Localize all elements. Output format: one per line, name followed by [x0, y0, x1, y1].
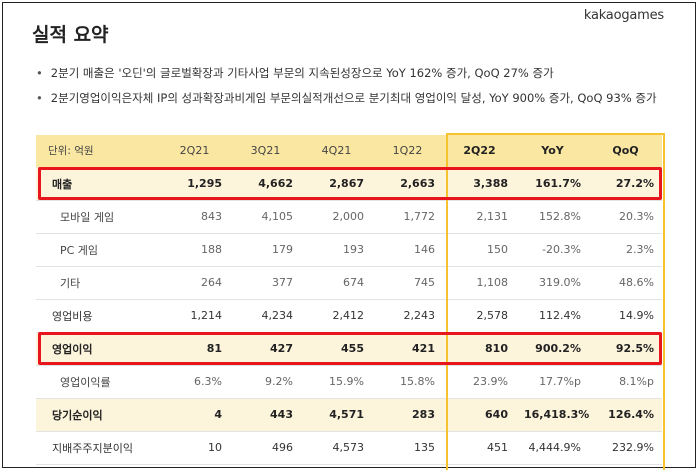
cell: 377: [230, 266, 301, 300]
cell: 496: [230, 431, 301, 465]
cell: 745: [372, 266, 443, 300]
cell: 421: [372, 332, 443, 366]
row-label: PC 게임: [36, 233, 159, 267]
logo-prefix: kakao: [583, 8, 622, 23]
row-label: 기타: [36, 266, 159, 300]
cell: 427: [230, 332, 301, 366]
cell: 4: [159, 398, 230, 432]
cell: 4,662: [230, 167, 301, 201]
results-table: 단위: 억원 2Q21 3Q21 4Q21 1Q22 2Q22 YoY QoQ …: [36, 135, 662, 465]
kakaogames-logo: kakaogames: [584, 8, 664, 23]
cell: 14.9%: [589, 299, 662, 333]
cell: 20.3%: [589, 200, 662, 234]
cell: 1,295: [159, 167, 230, 201]
table-row-other: 기타 264 377 674 745 1,108 319.0% 48.6%: [36, 266, 662, 300]
bullet-operating-profit: 2분기영업이익은자체 IP의 성과확장과비게임 부문의실적개선으로 분기최대 영…: [36, 89, 657, 114]
cell: 81: [159, 332, 230, 366]
table-row-net-income: 당기순이익 4 443 4,571 283 640 16,418.3% 126.…: [36, 398, 662, 432]
cell: 15.8%: [372, 365, 443, 399]
cell: -20.3%: [516, 233, 589, 267]
cell: 193: [301, 233, 372, 267]
table-row-pc-game: PC 게임 188 179 193 146 150 -20.3% 2.3%: [36, 233, 662, 267]
cell: 17.7%p: [516, 365, 589, 399]
table-row-operating-margin: 영업이익률 6.3% 9.2% 15.9% 15.8% 23.9% 17.7%p…: [36, 365, 662, 399]
col-header-qoq: QoQ: [589, 135, 662, 168]
cell: 900.2%: [516, 332, 589, 366]
cell: 2,000: [301, 200, 372, 234]
table-row-operating-profit: 영업이익 81 427 455 421 810 900.2% 92.5%: [36, 332, 662, 366]
cell: 161.7%: [516, 167, 589, 201]
cell: 3,388: [443, 167, 516, 201]
cell: 232.9%: [589, 431, 662, 465]
table-row-controlling-interest: 지배주주지분이익 10 496 4,573 135 451 4,444.9% 2…: [36, 431, 662, 465]
row-label: 영업이익: [36, 332, 159, 366]
cell: 674: [301, 266, 372, 300]
cell: 2,578: [443, 299, 516, 333]
logo-suffix: games: [621, 8, 664, 23]
cell: 443: [230, 398, 301, 432]
cell: 319.0%: [516, 266, 589, 300]
cell: 4,105: [230, 200, 301, 234]
cell: 10: [159, 431, 230, 465]
row-label: 지배주주지분이익: [36, 431, 159, 465]
cell: 188: [159, 233, 230, 267]
cell: 2,412: [301, 299, 372, 333]
cell: 1,214: [159, 299, 230, 333]
col-header-1q22: 1Q22: [372, 135, 443, 168]
cell: 15.9%: [301, 365, 372, 399]
cell: 843: [159, 200, 230, 234]
cell: 126.4%: [589, 398, 662, 432]
cell: 810: [443, 332, 516, 366]
summary-bullets: 2분기 매출은 '오딘'의 글로벌확장과 기타사업 부문의 지속된성장으로 Yo…: [36, 64, 657, 114]
cell: 8.1%p: [589, 365, 662, 399]
cell: 2,867: [301, 167, 372, 201]
col-header-yoy: YoY: [516, 135, 589, 168]
cell: 4,573: [301, 431, 372, 465]
cell: 1,772: [372, 200, 443, 234]
table-row-operating-expenses: 영업비용 1,214 4,234 2,412 2,243 2,578 112.4…: [36, 299, 662, 333]
cell: 150: [443, 233, 516, 267]
table-header-row: 단위: 억원 2Q21 3Q21 4Q21 1Q22 2Q22 YoY QoQ: [36, 135, 662, 168]
row-label: 영업비용: [36, 299, 159, 333]
row-label: 매출: [36, 167, 159, 201]
cell: 455: [301, 332, 372, 366]
cell: 179: [230, 233, 301, 267]
row-label: 당기순이익: [36, 398, 159, 432]
cell: 2.3%: [589, 233, 662, 267]
cell: 6.3%: [159, 365, 230, 399]
cell: 4,234: [230, 299, 301, 333]
col-header-2q22: 2Q22: [443, 135, 516, 168]
cell: 16,418.3%: [516, 398, 589, 432]
cell: 640: [443, 398, 516, 432]
col-header-2q21: 2Q21: [159, 135, 230, 168]
cell: 2,663: [372, 167, 443, 201]
cell: 146: [372, 233, 443, 267]
cell: 4,571: [301, 398, 372, 432]
table-row-revenue: 매출 1,295 4,662 2,867 2,663 3,388 161.7% …: [36, 167, 662, 201]
cell: 2,131: [443, 200, 516, 234]
col-header-3q21: 3Q21: [230, 135, 301, 168]
bullet-revenue: 2분기 매출은 '오딘'의 글로벌확장과 기타사업 부문의 지속된성장으로 Yo…: [36, 64, 657, 89]
cell: 264: [159, 266, 230, 300]
cell: 283: [372, 398, 443, 432]
cell: 27.2%: [589, 167, 662, 201]
cell: 23.9%: [443, 365, 516, 399]
page-title: 실적 요약: [32, 24, 109, 46]
unit-label: 단위: 억원: [36, 135, 159, 168]
col-header-4q21: 4Q21: [301, 135, 372, 168]
cell: 135: [372, 431, 443, 465]
cell: 48.6%: [589, 266, 662, 300]
cell: 112.4%: [516, 299, 589, 333]
cell: 152.8%: [516, 200, 589, 234]
cell: 9.2%: [230, 365, 301, 399]
table-row-mobile-game: 모바일 게임 843 4,105 2,000 1,772 2,131 152.8…: [36, 200, 662, 234]
cell: 4,444.9%: [516, 431, 589, 465]
row-label: 영업이익률: [36, 365, 159, 399]
cell: 451: [443, 431, 516, 465]
cell: 1,108: [443, 266, 516, 300]
cell: 2,243: [372, 299, 443, 333]
cell: 92.5%: [589, 332, 662, 366]
row-label: 모바일 게임: [36, 200, 159, 234]
